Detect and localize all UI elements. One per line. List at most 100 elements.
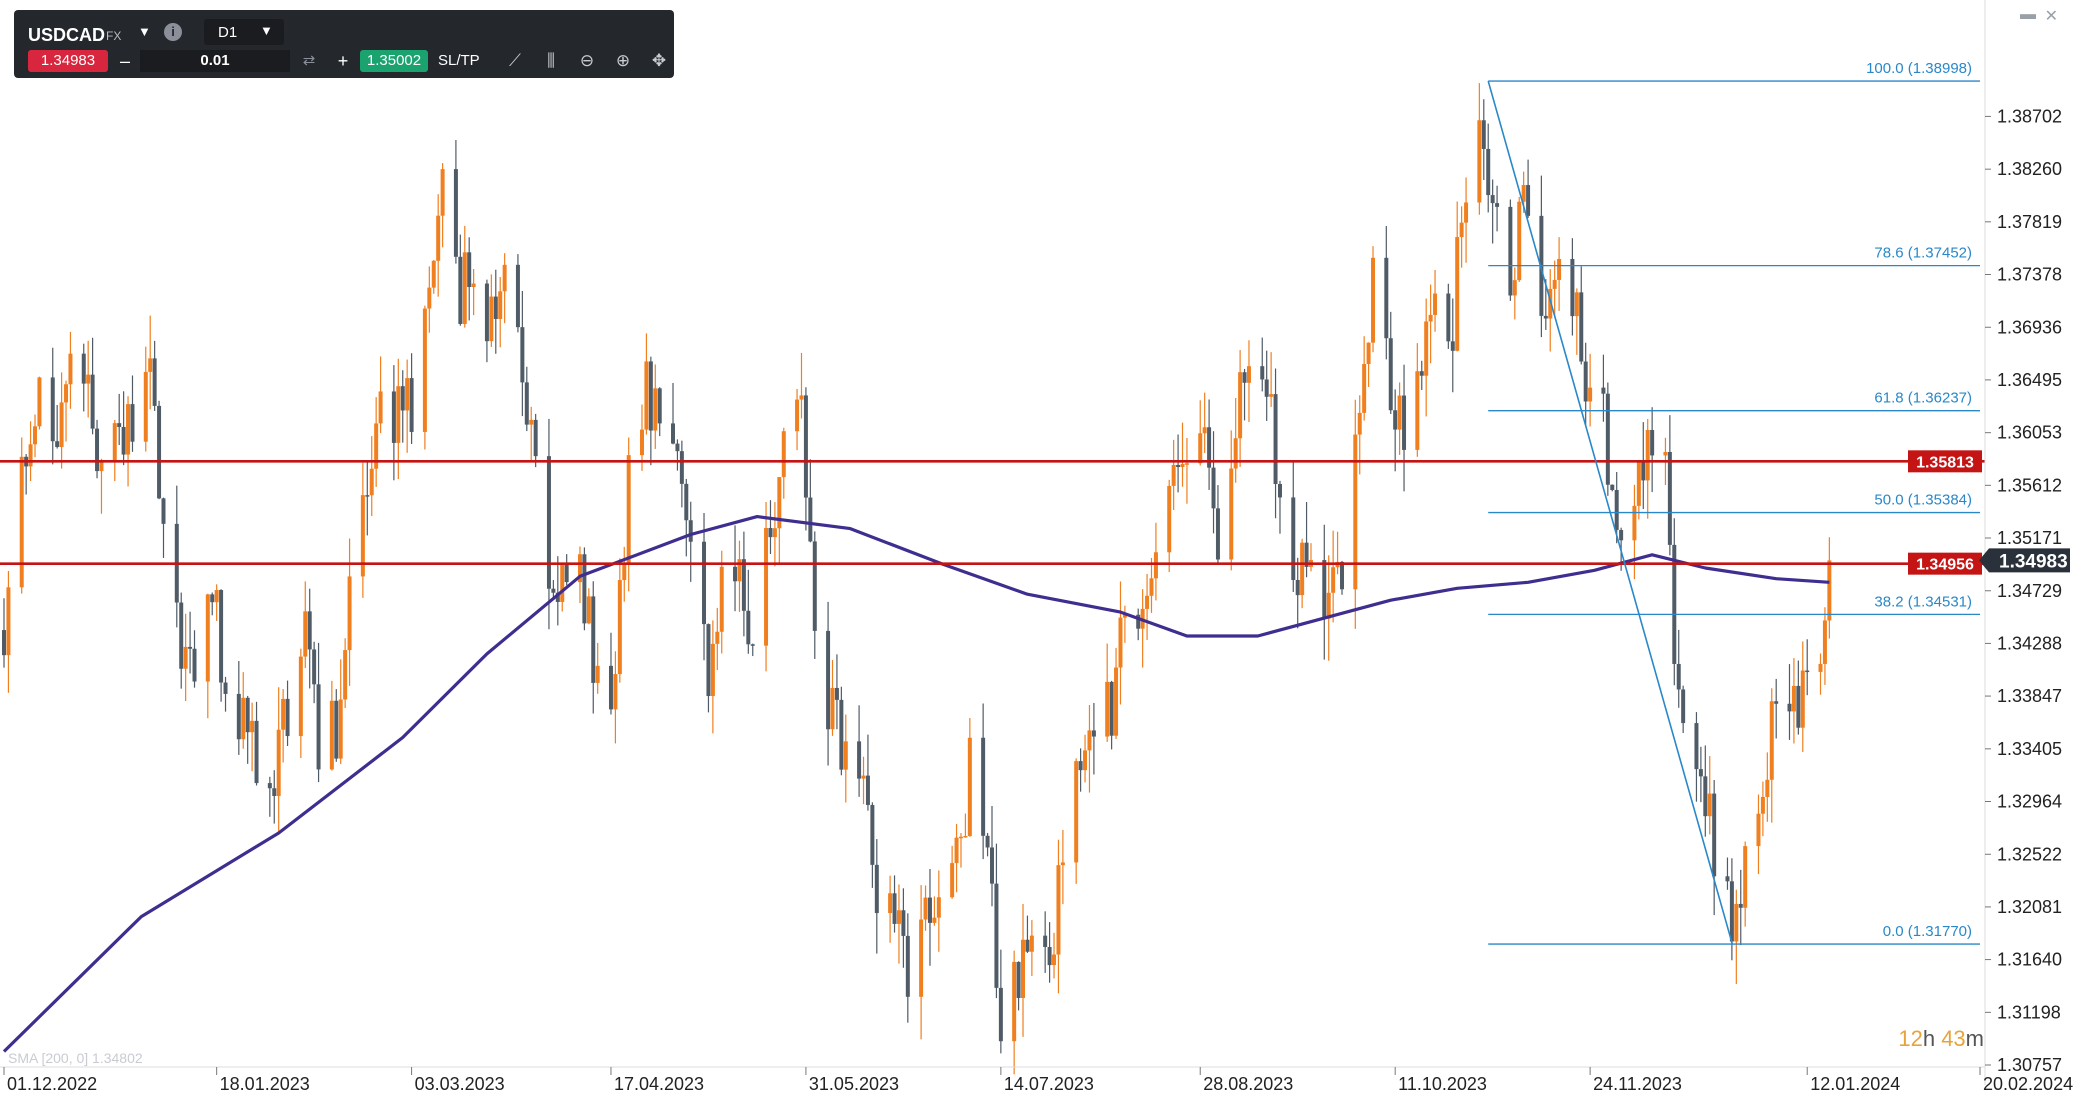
candle-body: [888, 893, 893, 914]
candle-body: [55, 441, 60, 448]
candle-body: [1269, 394, 1274, 397]
candle-body: [1734, 903, 1739, 942]
candle-body: [675, 443, 680, 452]
candle-body: [143, 371, 148, 442]
minimize-icon[interactable]: ▬: [2020, 6, 2036, 23]
symbol-name[interactable]: USDCAD: [28, 25, 106, 45]
candle-body: [617, 580, 622, 675]
fib-level-label: 61.8 (1.36237): [1874, 390, 1972, 407]
candle-body: [1707, 793, 1712, 817]
candle-body: [1215, 508, 1220, 560]
candle-body: [245, 697, 250, 733]
price-tick-label: 1.35171: [1997, 528, 2062, 548]
candle-body: [117, 423, 122, 427]
date-tick-label: 14.07.2023: [1004, 1074, 1094, 1094]
close-icon[interactable]: ✕: [2044, 8, 2058, 25]
candle-body: [1486, 148, 1491, 196]
candle-body: [564, 563, 569, 583]
price-tick-label: 1.31198: [1997, 1002, 2061, 1022]
candle-body: [803, 395, 808, 498]
candle-body: [1729, 881, 1734, 942]
candle-body: [1490, 195, 1495, 204]
candle-body: [86, 374, 91, 384]
chevron-down-icon[interactable]: ▼: [138, 24, 151, 39]
decrease-quantity-button[interactable]: –: [119, 51, 130, 71]
candle-body: [1619, 529, 1624, 541]
candle-body: [396, 386, 401, 443]
candle-body: [285, 698, 290, 737]
candle-body: [896, 910, 901, 924]
candle-body: [1481, 120, 1486, 149]
candle-body: [298, 656, 303, 737]
candle-body: [1388, 338, 1393, 411]
sltp-button[interactable]: SL/TP: [438, 52, 480, 69]
candle-body: [1800, 670, 1805, 728]
candle-body: [1211, 467, 1216, 509]
candle-body: [950, 863, 955, 898]
sell-button[interactable]: 1.34983: [28, 50, 108, 72]
trend-line-icon[interactable]: ⟋: [509, 51, 521, 70]
fib-level-label: 78.6 (1.37452): [1874, 245, 1972, 262]
price-tick-label: 1.38702: [1997, 106, 2062, 126]
candle-body: [1415, 371, 1420, 450]
current-price-label: 1.34983: [1999, 551, 2068, 572]
candle-body: [471, 283, 476, 287]
zoom-out-icon[interactable]: ⊖: [579, 51, 595, 70]
candle-body: [28, 444, 33, 467]
candle-body: [1663, 451, 1668, 456]
candle-body: [1433, 293, 1438, 315]
candle-body: [152, 358, 157, 406]
candle-body: [626, 455, 631, 564]
timer-hours: 12: [1898, 1026, 1923, 1051]
price-tick-label: 1.37819: [1997, 212, 2062, 232]
candle-body: [1495, 203, 1500, 207]
candle-body: [1672, 544, 1677, 664]
date-tick-label: 12.01.2024: [1810, 1074, 1900, 1094]
candles-icon[interactable]: ⫼: [547, 51, 555, 70]
increase-quantity-button[interactable]: +: [337, 51, 349, 71]
candle-body: [347, 576, 352, 651]
candle-body: [981, 737, 986, 836]
candle-body: [1574, 292, 1579, 317]
candle-body: [1326, 592, 1331, 619]
candle-body: [679, 451, 684, 484]
candle-countdown: 12h 43m: [1898, 1026, 1984, 1052]
candle-body: [1322, 560, 1327, 619]
candle-body: [1548, 288, 1553, 319]
crosshair-move-icon[interactable]: ✥: [651, 51, 667, 70]
candle-body: [861, 775, 866, 779]
candle-body: [1738, 903, 1743, 908]
candle-body: [409, 378, 414, 432]
candle-body: [1087, 730, 1092, 751]
candle-body: [329, 700, 334, 770]
timeframe-select[interactable]: D1 ▼: [204, 19, 284, 45]
candle-body: [595, 665, 600, 683]
buy-button[interactable]: 1.35002: [360, 50, 428, 72]
swap-icon[interactable]: ⇄: [302, 52, 316, 69]
candle-body: [6, 587, 11, 656]
candle-body: [1402, 395, 1407, 450]
candle-body: [95, 428, 100, 472]
candle-body: [1543, 315, 1548, 319]
candle-body: [1636, 462, 1641, 506]
candle-body: [391, 391, 396, 443]
sma-200-line: [2, 514, 1830, 1053]
candle-body: [1167, 485, 1172, 553]
zoom-in-icon[interactable]: ⊕: [615, 51, 631, 70]
candle-body: [210, 594, 215, 603]
candle-body: [1304, 542, 1309, 567]
candle-body: [64, 384, 69, 403]
info-icon[interactable]: i: [164, 23, 182, 41]
quantity-input[interactable]: 0.01: [140, 50, 290, 72]
candle-body: [254, 720, 259, 784]
fibonacci-retracement: 100.0 (1.38998) 78.6 (1.37452) 61.8 (1.362…: [1487, 60, 1980, 945]
candle-body: [715, 631, 720, 644]
candle-body: [998, 987, 1003, 1042]
candle-body: [1180, 464, 1185, 468]
candle-body: [1428, 314, 1433, 322]
candle-body: [214, 590, 219, 603]
date-tick-label: 24.11.2023: [1593, 1074, 1682, 1094]
candle-body: [1118, 617, 1123, 668]
candle-body: [1667, 451, 1672, 545]
